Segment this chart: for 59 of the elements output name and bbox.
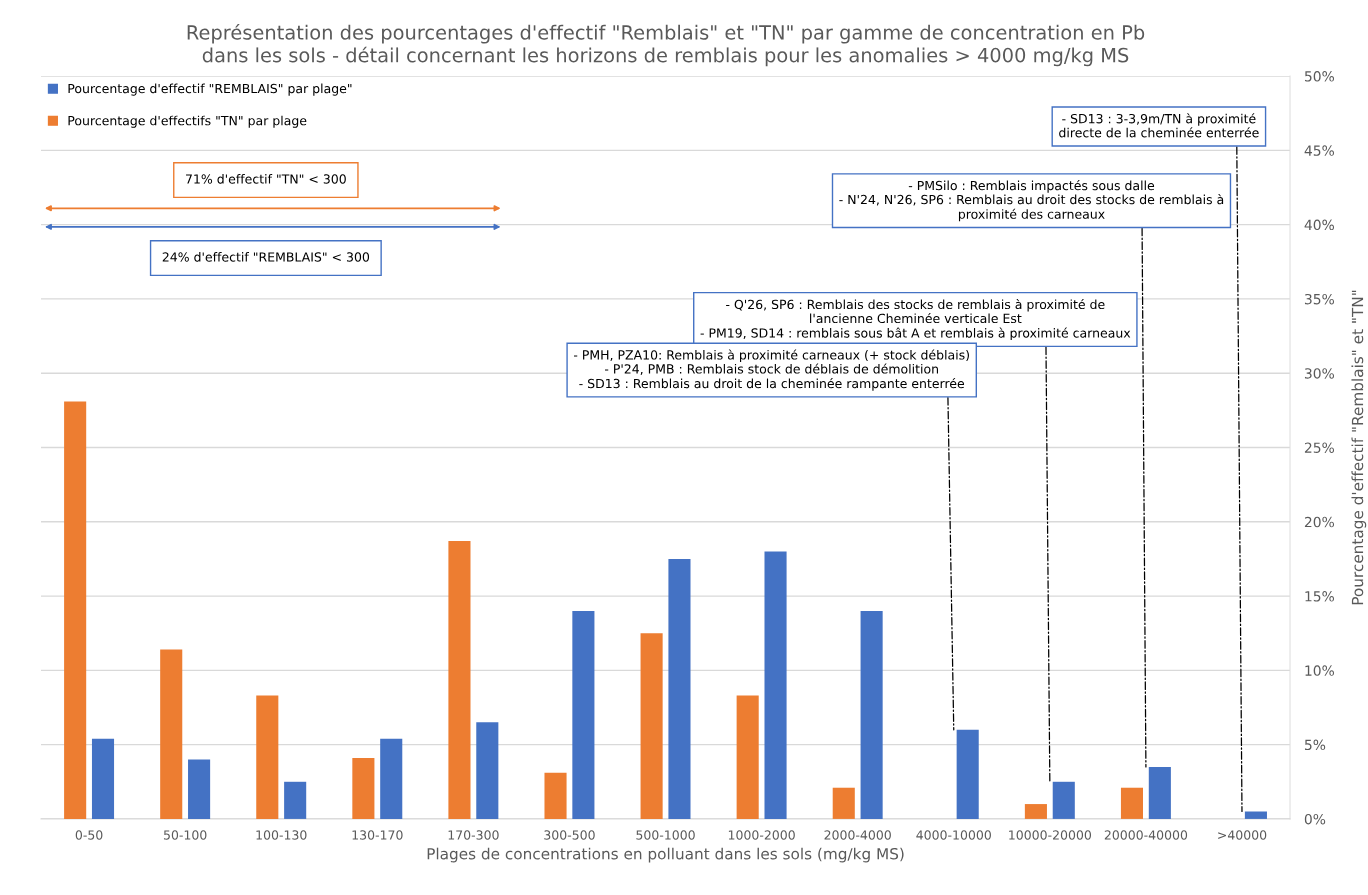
annotation: 71% d'effectif "TN" < 300 (186, 174, 346, 184)
y-tick-label: 50% (1304, 71, 1335, 82)
y-tick-label: 10% (1305, 665, 1335, 676)
bar (860, 610, 883, 819)
annotation: - PMSilo : Remblais impactés sous dalle - N'24, N'26, SP6 : Remblais au droit des stocks de remblais à proximité des carneaux (839, 180, 1224, 222)
bar (1120, 787, 1144, 819)
bar (640, 633, 663, 819)
bar (832, 787, 855, 819)
annotation: 24% d'effectif "REMBLAIS" < 300 (162, 252, 370, 262)
bar (544, 772, 567, 819)
bar (764, 551, 787, 819)
y-tick-label: 0% (1304, 813, 1326, 825)
bar (380, 738, 403, 819)
x-tick-label: 0-50 (75, 830, 103, 840)
bar (736, 695, 759, 819)
x-tick-label: 170-300 (448, 830, 499, 840)
bar (1244, 811, 1267, 819)
bar (352, 758, 375, 819)
bar (572, 610, 595, 819)
bar (476, 722, 499, 819)
bar (448, 541, 471, 819)
bar (91, 738, 115, 819)
bar (668, 558, 691, 819)
bar (188, 759, 211, 819)
y-tick-label: 30% (1304, 368, 1335, 379)
legend-label: Pourcentage d'effectifs "TN" par plage (68, 115, 307, 128)
bar (64, 401, 87, 819)
y-tick-label: 40% (1304, 219, 1335, 231)
x-tick-label: 130-170 (352, 830, 403, 840)
x-tick-label: 20000-40000 (1104, 830, 1188, 840)
x-tick-label: 4000-10000 (916, 830, 991, 840)
x-tick-label: 2000-4000 (824, 830, 891, 840)
x-tick-label: 10000-20000 (1009, 830, 1092, 840)
x-tick-label: 500-1000 (636, 830, 695, 840)
y-tick-label: 5% (1304, 739, 1326, 751)
annotation: - PMH, PZA10: Remblais à proximité carneaux (+ stock déblais) - P'24, PMB : Remblais stock de déblais de démolition - SD13 : Remblais au droit de la cheminée rampante enterrée (573, 349, 969, 391)
annotation: - Q'26, SP6 : Remblais des stocks de remblais à proximité de l'ancienne Cheminée verticale Est - PM19, SD14 : remblais sous bât A et remblais à proximité carneaux (700, 298, 1131, 341)
bar (1052, 781, 1075, 819)
x-tick-label: 100-130 (256, 830, 307, 840)
y-tick-label: 25% (1304, 442, 1335, 453)
y-tick-label: 15% (1305, 591, 1335, 602)
y-tick-label: 20% (1304, 516, 1335, 528)
bar (1024, 804, 1047, 819)
annotation: - SD13 : 3-3,9m/TN à proximité directe de la cheminée enterrée (1059, 113, 1259, 138)
y-tick-label: 45% (1304, 145, 1335, 156)
chart-title: Représentation des pourcentages d'effectif "Remblais" et "TN" par gamme de concentration en Pb dans les sols - détail concernant les horizons de remblais pour les anomalies > 4000 mg/kg MS (187, 23, 1145, 67)
x-axis-title: Plages de concentrations en polluant dans les sols (mg/kg MS) (427, 847, 904, 863)
bar (956, 729, 979, 819)
bar (284, 781, 307, 819)
x-tick-label: 300-500 (544, 830, 595, 840)
bar (256, 695, 279, 819)
legend-label: Pourcentage d'effectif "REMBLAIS" par plage" (68, 83, 352, 96)
bar (1148, 766, 1171, 819)
y-tick-label: 35% (1304, 293, 1335, 305)
x-tick-label: 50-100 (163, 830, 207, 840)
x-tick-label: >40000 (1218, 830, 1267, 840)
y-axis-title: Pourcentage d'effectif "Remblais" et "TN" (1351, 290, 1367, 605)
x-tick-label: 1000-2000 (728, 830, 795, 840)
bar (160, 649, 183, 819)
